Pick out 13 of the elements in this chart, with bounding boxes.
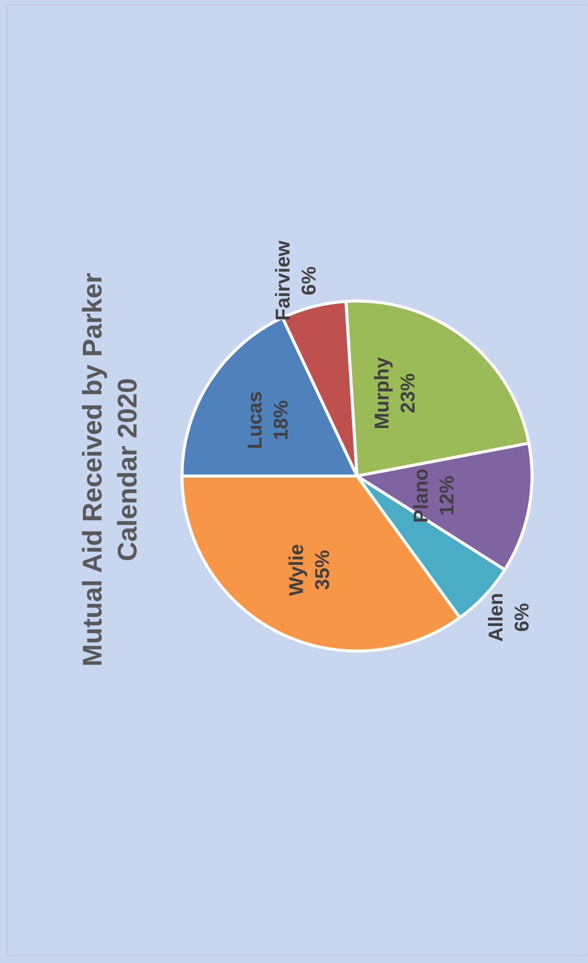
- data-label: 18%: [270, 400, 293, 440]
- text: Mutual Aid Received by Parker Calendar 2020: [78, 272, 143, 666]
- data-label: 12%: [436, 475, 458, 516]
- slice-label: Fairview: [272, 240, 294, 321]
- slice-label: Allen: [485, 592, 508, 642]
- slice-label: Lucas: [244, 391, 267, 450]
- data-label: 6%: [298, 266, 320, 296]
- data-label: 35%: [312, 550, 334, 590]
- data-label: 23%: [397, 373, 420, 414]
- data-label: 6%: [511, 602, 534, 632]
- slice-label: Murphy: [371, 356, 394, 430]
- slice-label: Plano: [410, 468, 432, 523]
- slice-label: Wylie: [286, 544, 308, 596]
